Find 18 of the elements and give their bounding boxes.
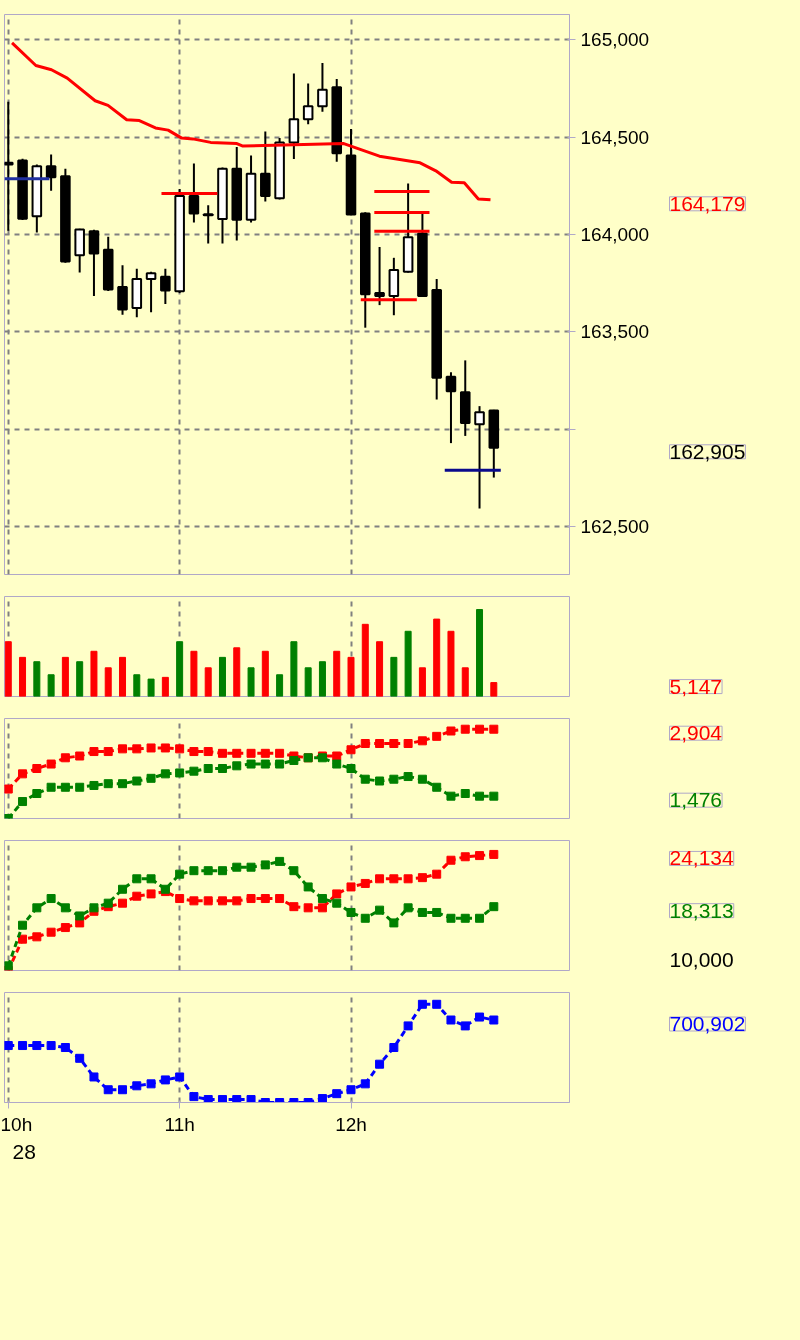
x-tick-label: 12h bbox=[335, 1113, 367, 1135]
y-tick-label: 163,500 bbox=[580, 321, 650, 343]
text: 1,476 bbox=[669, 788, 723, 812]
x-tick-label: 10h bbox=[0, 1113, 33, 1135]
y-tick-label: 164,500 bbox=[580, 126, 650, 148]
text: 24,134 bbox=[669, 846, 735, 870]
text: 164,179 bbox=[669, 191, 746, 215]
y-tick-label: 162,500 bbox=[580, 516, 650, 538]
text: 10,000 bbox=[669, 947, 734, 971]
text: 28 bbox=[12, 1139, 36, 1163]
text: 2,904 bbox=[669, 721, 723, 745]
y-tick-label: 164,000 bbox=[580, 224, 650, 246]
text: 700,902 bbox=[669, 1012, 746, 1035]
text: 18,313 bbox=[669, 898, 734, 922]
y-tick-label: 165,000 bbox=[580, 29, 650, 51]
text: 162,905 bbox=[669, 439, 746, 463]
x-tick-label: 11h bbox=[164, 1113, 195, 1135]
text: 5,147 bbox=[669, 674, 723, 698]
